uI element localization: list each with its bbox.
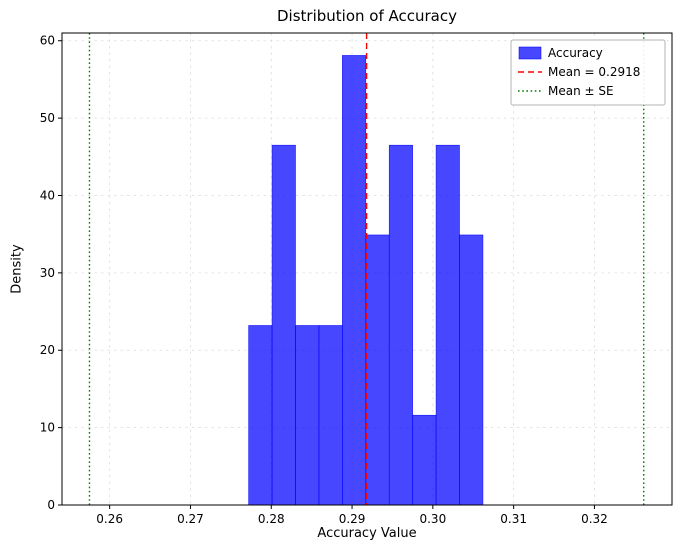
histogram-bar [412,414,437,506]
histogram-bars [248,55,484,506]
x-tick-label: 0.28 [258,512,285,526]
legend-box [510,39,666,106]
x-tick-label: 0.30 [419,512,446,526]
histogram-bar [435,144,460,506]
legend-label: Mean = 0.2918 [548,65,640,79]
y-tick-label: 0 [47,498,55,512]
legend-label: Mean ± SE [548,84,614,98]
histogram-bar [388,144,413,506]
y-tick-label: 60 [40,34,55,48]
chart-title: Distribution of Accuracy [277,7,457,25]
legend: Accuracy Mean = 0.2918 Mean ± SE [510,39,666,106]
histogram-bar [459,234,484,506]
x-tick-label: 0.32 [581,512,608,526]
histogram-bar [271,144,296,506]
y-axis-ticks: 0 10 20 30 40 50 60 [40,34,62,512]
y-tick-label: 20 [40,343,55,357]
histogram-bar [365,234,390,506]
histogram-bar [318,325,343,506]
x-tick-label: 0.29 [339,512,366,526]
y-tick-label: 50 [40,111,55,125]
y-tick-label: 30 [40,266,55,280]
x-tick-label: 0.27 [177,512,204,526]
x-axis-label: Accuracy Value [317,526,417,541]
histogram-bar [248,325,273,506]
y-tick-label: 40 [40,188,55,202]
legend-label: Accuracy [548,46,603,60]
axes-frame [61,32,673,506]
x-tick-label: 0.26 [96,512,123,526]
y-tick-label: 10 [40,421,55,435]
histogram-bar [342,55,367,506]
histogram-bar [295,325,320,506]
x-axis-ticks: 0.26 0.27 0.28 0.29 0.30 0.31 0.32 [96,505,608,526]
legend-swatch-patch [518,46,542,60]
x-tick-label: 0.31 [500,512,527,526]
